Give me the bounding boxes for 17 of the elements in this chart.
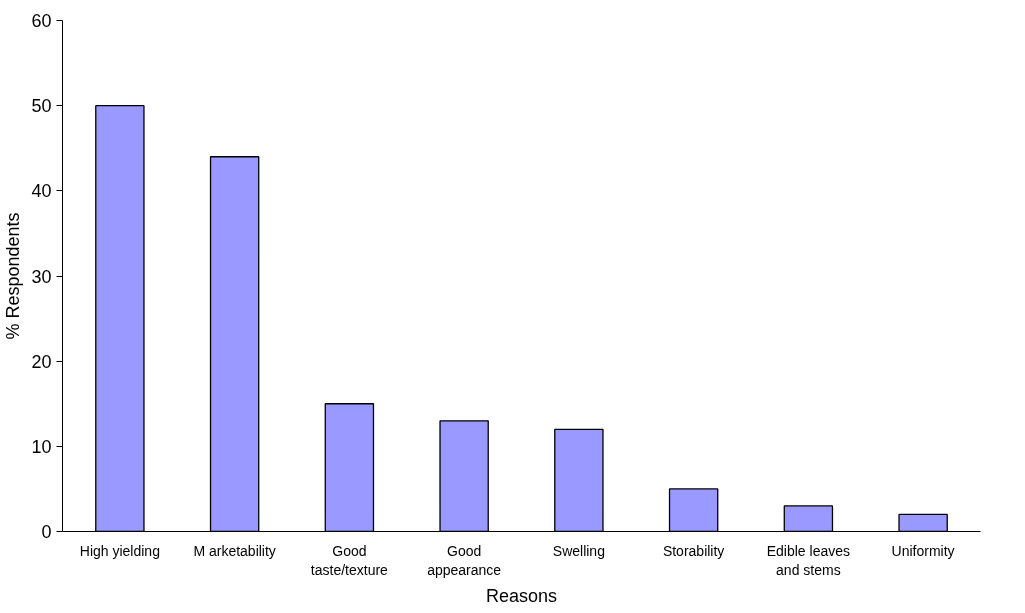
y-tick-label: 40	[31, 181, 52, 202]
x-tick-label: Good taste/texture	[310, 542, 389, 578]
x-tick-label: Swelling	[552, 542, 605, 559]
y-tick-label: 0	[41, 522, 52, 542]
y-tick-label: 60	[31, 11, 52, 31]
x-tick-label: Good appearance	[427, 542, 502, 578]
x-tick-label: M arketability	[193, 542, 276, 559]
x-tick-label: High yielding	[79, 542, 160, 559]
y-tick-label: 50	[31, 96, 52, 117]
y-tick-label: 30	[31, 266, 52, 287]
x-tick-label: Storability	[662, 542, 725, 559]
y-axis-title: % Respondents	[3, 212, 24, 340]
x-axis-title: Reasons	[485, 585, 558, 606]
y-tick-label: 20	[31, 351, 52, 372]
x-tick-label: Edible leaves and stems	[766, 542, 851, 578]
x-tick-label: Uniformity	[891, 542, 955, 559]
y-tick-label: 10	[31, 436, 52, 457]
